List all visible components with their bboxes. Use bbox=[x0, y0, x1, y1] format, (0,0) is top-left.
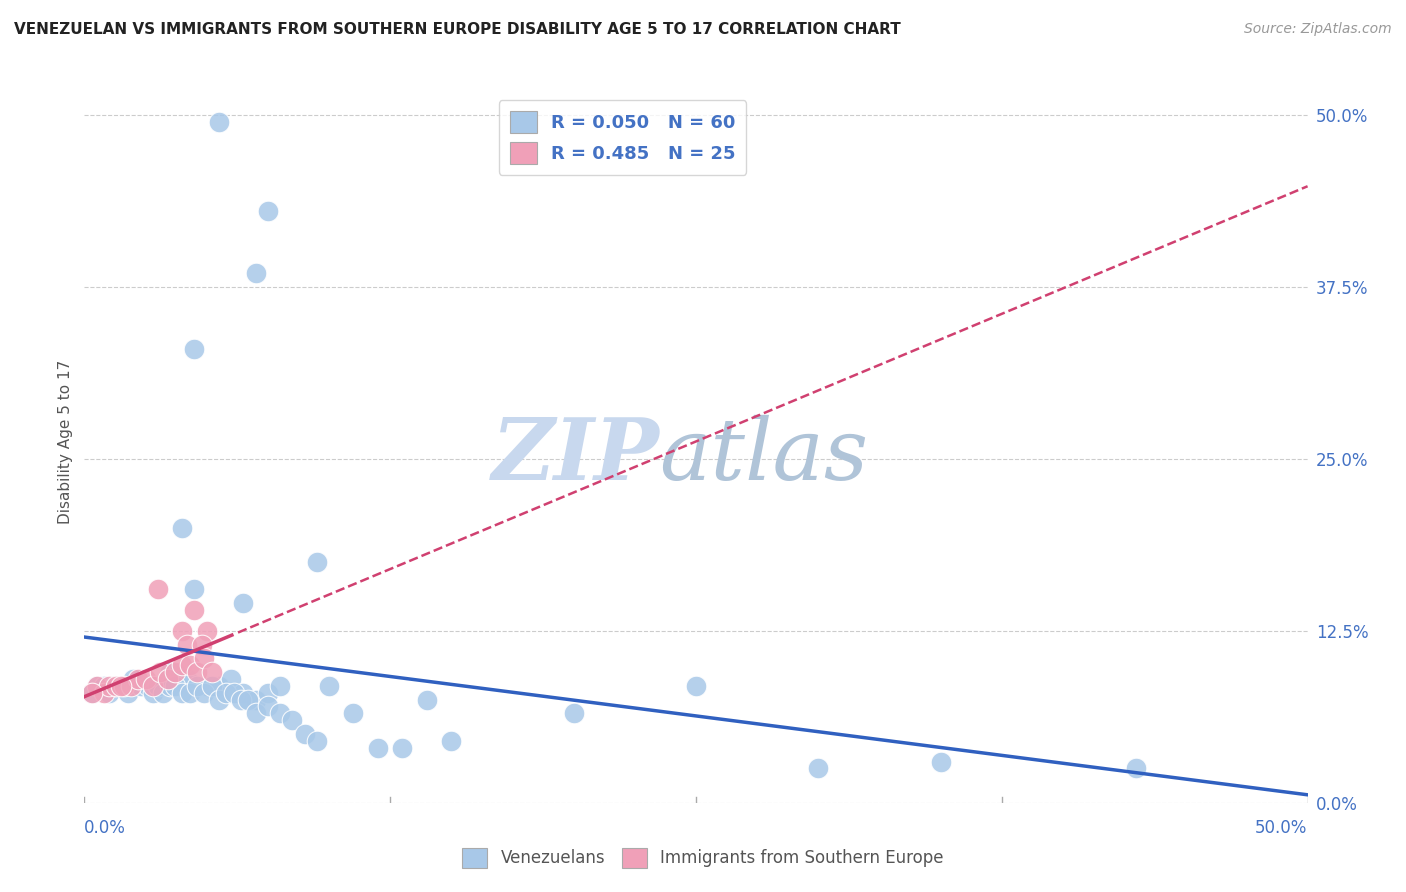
Point bbox=[136, 679, 159, 693]
Point bbox=[127, 672, 149, 686]
Point bbox=[172, 658, 194, 673]
Point bbox=[135, 672, 157, 686]
Point bbox=[80, 686, 103, 700]
Text: ZIP: ZIP bbox=[492, 414, 659, 498]
Point bbox=[146, 679, 169, 693]
Point bbox=[269, 706, 291, 721]
Point bbox=[245, 692, 267, 706]
Point bbox=[93, 686, 115, 700]
Point bbox=[152, 686, 174, 700]
Point bbox=[367, 740, 389, 755]
Text: atlas: atlas bbox=[659, 415, 869, 498]
Point bbox=[195, 624, 218, 638]
Point bbox=[269, 679, 291, 693]
Point bbox=[117, 686, 139, 700]
Point bbox=[807, 761, 830, 775]
Point bbox=[200, 679, 222, 693]
Point bbox=[86, 679, 108, 693]
Point bbox=[112, 679, 135, 693]
Point bbox=[86, 679, 108, 693]
Point bbox=[318, 679, 340, 693]
Point bbox=[208, 114, 231, 128]
Point bbox=[176, 638, 198, 652]
Text: VENEZUELAN VS IMMIGRANTS FROM SOUTHERN EUROPE DISABILITY AGE 5 TO 17 CORRELATION: VENEZUELAN VS IMMIGRANTS FROM SOUTHERN E… bbox=[14, 22, 901, 37]
Point bbox=[229, 692, 252, 706]
Point bbox=[142, 686, 165, 700]
Point bbox=[416, 692, 439, 706]
Point bbox=[172, 686, 194, 700]
Point bbox=[163, 665, 186, 679]
Point bbox=[208, 679, 231, 693]
Point bbox=[176, 672, 198, 686]
Point bbox=[110, 679, 132, 693]
Point bbox=[172, 624, 194, 638]
Point bbox=[172, 520, 194, 534]
Legend: Venezuelans, Immigrants from Southern Europe: Venezuelans, Immigrants from Southern Eu… bbox=[456, 841, 950, 875]
Point bbox=[103, 679, 125, 693]
Point bbox=[156, 672, 179, 686]
Point bbox=[1125, 761, 1147, 775]
Point bbox=[149, 665, 172, 679]
Point bbox=[305, 734, 328, 748]
Text: 50.0%: 50.0% bbox=[1256, 820, 1308, 838]
Point bbox=[179, 686, 201, 700]
Point bbox=[146, 582, 169, 597]
Point bbox=[195, 679, 218, 693]
Point bbox=[440, 734, 463, 748]
Point bbox=[105, 679, 128, 693]
Point bbox=[208, 692, 231, 706]
Point bbox=[685, 679, 707, 693]
Point bbox=[183, 603, 205, 617]
Point bbox=[163, 679, 186, 693]
Point bbox=[193, 651, 215, 665]
Point bbox=[110, 679, 132, 693]
Point bbox=[159, 679, 181, 693]
Point bbox=[245, 706, 267, 721]
Point bbox=[929, 755, 952, 769]
Point bbox=[122, 672, 145, 686]
Point bbox=[183, 342, 205, 356]
Legend: R = 0.050   N = 60, R = 0.485   N = 25: R = 0.050 N = 60, R = 0.485 N = 25 bbox=[499, 100, 747, 175]
Point bbox=[257, 204, 280, 219]
Text: 0.0%: 0.0% bbox=[84, 820, 127, 838]
Point bbox=[97, 679, 120, 693]
Point bbox=[281, 713, 304, 727]
Point bbox=[93, 679, 115, 693]
Y-axis label: Disability Age 5 to 17: Disability Age 5 to 17 bbox=[58, 359, 73, 524]
Point bbox=[257, 699, 280, 714]
Point bbox=[294, 727, 316, 741]
Point bbox=[232, 686, 254, 700]
Point bbox=[562, 706, 585, 721]
Point bbox=[172, 672, 194, 686]
Point bbox=[245, 266, 267, 280]
Point bbox=[191, 638, 214, 652]
Point bbox=[142, 679, 165, 693]
Point bbox=[97, 686, 120, 700]
Point bbox=[391, 740, 413, 755]
Point bbox=[257, 686, 280, 700]
Point bbox=[193, 686, 215, 700]
Point bbox=[219, 672, 242, 686]
Point bbox=[342, 706, 364, 721]
Point bbox=[232, 596, 254, 610]
Point bbox=[120, 679, 142, 693]
Point bbox=[238, 692, 260, 706]
Point bbox=[179, 658, 201, 673]
Point bbox=[305, 555, 328, 569]
Point bbox=[80, 686, 103, 700]
Point bbox=[186, 679, 208, 693]
Point bbox=[222, 686, 245, 700]
Point bbox=[159, 665, 181, 679]
Text: Source: ZipAtlas.com: Source: ZipAtlas.com bbox=[1244, 22, 1392, 37]
Point bbox=[129, 679, 152, 693]
Point bbox=[200, 665, 222, 679]
Point bbox=[215, 686, 238, 700]
Point bbox=[186, 665, 208, 679]
Point bbox=[183, 582, 205, 597]
